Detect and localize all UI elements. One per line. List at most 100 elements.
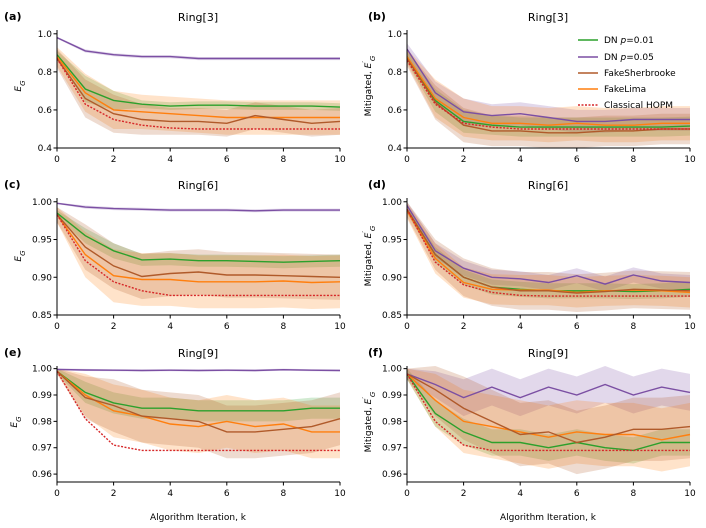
line-hopm [406,60,690,130]
x-tick-label: 10 [684,322,696,332]
line-hopm [56,58,340,130]
y-axis-label-c: EG [14,250,27,262]
band-dn005 [407,366,690,417]
y-tick-label: 0.95 [32,236,52,246]
x-tick-label: 8 [631,322,637,332]
y-tick-label: 0.90 [382,273,402,283]
x-tick-label: 4 [517,489,523,499]
x-tick-label: 2 [461,322,467,332]
y-tick-label: 0.6 [38,106,53,116]
y-tick-label: 0.99 [32,391,52,401]
legend-label-lima: FakeLima [604,85,646,95]
panel-label-b: (b) [368,10,386,23]
plot-e: 0 2 4 6 8 10 0.96 0.97 0.98 0.99 1.00 [32,365,346,499]
x-tick-label: 4 [167,322,173,332]
line-dn001 [56,212,341,263]
panel-title-b: Ring[3] [528,11,568,24]
x-tick-label: 4 [167,489,173,499]
line-hopm [56,370,340,452]
panel-title-f: Ring[9] [528,347,568,360]
line-dn005 [406,205,691,285]
x-tick-label: 8 [631,155,637,165]
x-tick-label: 0 [54,155,60,165]
line-lima [56,56,340,119]
y-tick-label: 0.8 [38,68,53,78]
x-tick-label: 4 [517,322,523,332]
y-tick-label: 0.90 [32,273,52,283]
legend-label-dn005: DN p=0.05 [604,53,654,63]
y-tick-label: 0.95 [382,236,402,246]
x-tick-label: 4 [517,155,523,165]
x-tick-label: 0 [404,489,410,499]
y-tick-label: 0.99 [382,391,402,401]
x-axis-label-e: Algorithm Iteration, k [150,513,247,523]
x-tick-label: 0 [54,322,60,332]
band-lima [407,203,690,308]
x-tick-label: 6 [574,155,580,165]
line-dn001 [56,54,341,108]
line-dn005 [406,373,691,399]
y-tick-label: 0.6 [388,106,403,116]
panel-label-f: (f) [368,346,383,359]
line-sherbrooke [406,208,691,294]
legend-label-dn001: DN p=0.01 [604,36,654,46]
y-tick-label: 0.96 [32,470,52,480]
y-tick-label: 1.00 [382,198,402,208]
band-lima [57,368,340,459]
band-dn005 [407,43,690,133]
line-lima [406,56,690,126]
panel-label-c: (c) [4,178,21,191]
panel-label-d: (d) [368,178,386,191]
y-tick-label: 0.98 [32,417,52,427]
band-dn001 [407,50,690,137]
line-dn005 [406,48,690,123]
x-tick-label: 2 [461,489,467,499]
legend-label-hopm: Classical HOPM [604,101,673,111]
x-tick-label: 0 [404,322,410,332]
x-tick-label: 8 [631,489,637,499]
line-lima [406,373,691,441]
x-tick-label: 6 [224,322,230,332]
band-dn001 [407,368,690,464]
band-sherbrooke [407,201,690,312]
x-tick-label: 8 [281,155,287,165]
x-tick-label: 2 [461,155,467,165]
band-dn001 [407,205,690,300]
line-dn005 [56,202,340,212]
plot-b: 0 2 4 6 8 10 0.4 0.6 0.8 1.0 [388,30,696,165]
panel-title-a: Ring[3] [178,11,218,24]
band-dn001 [57,50,340,111]
line-sherbrooke [56,214,341,278]
line-sherbrooke [56,370,341,433]
band-dn001 [57,210,340,269]
y-axis-label-e: EG [10,416,23,428]
plot-c: 0 2 4 6 8 10 0.85 0.90 0.95 1.00 [32,198,346,332]
x-tick-label: 6 [224,489,230,499]
y-tick-label: 0.96 [382,470,402,480]
y-tick-label: 0.97 [382,444,402,454]
x-tick-label: 6 [224,155,230,165]
panel-label-e: (e) [4,346,22,359]
line-dn001 [406,56,691,128]
panel-title-c: Ring[6] [178,179,218,192]
x-tick-label: 10 [334,489,346,499]
band-sherbrooke [57,368,340,459]
line-dn001 [56,370,340,412]
line-sherbrooke [406,373,691,444]
x-tick-label: 4 [167,155,173,165]
y-tick-label: 1.0 [388,30,403,40]
band-sherbrooke [57,49,340,137]
y-tick-label: 0.85 [382,311,402,321]
y-tick-label: 1.0 [38,30,53,40]
band-lima [407,368,690,472]
y-tick-label: 1.00 [32,198,52,208]
x-tick-label: 0 [404,155,410,165]
y-axis-label-b: Mitigated, E′G [361,55,377,116]
line-hopm [406,208,690,297]
x-tick-label: 2 [111,489,117,499]
band-dn005 [57,36,340,61]
y-axis-label-f: Mitigated, E′G [361,391,377,452]
x-tick-label: 0 [54,489,60,499]
legend: DN p=0.01 DN p=0.05 FakeSherbrooke FakeL… [578,36,676,111]
